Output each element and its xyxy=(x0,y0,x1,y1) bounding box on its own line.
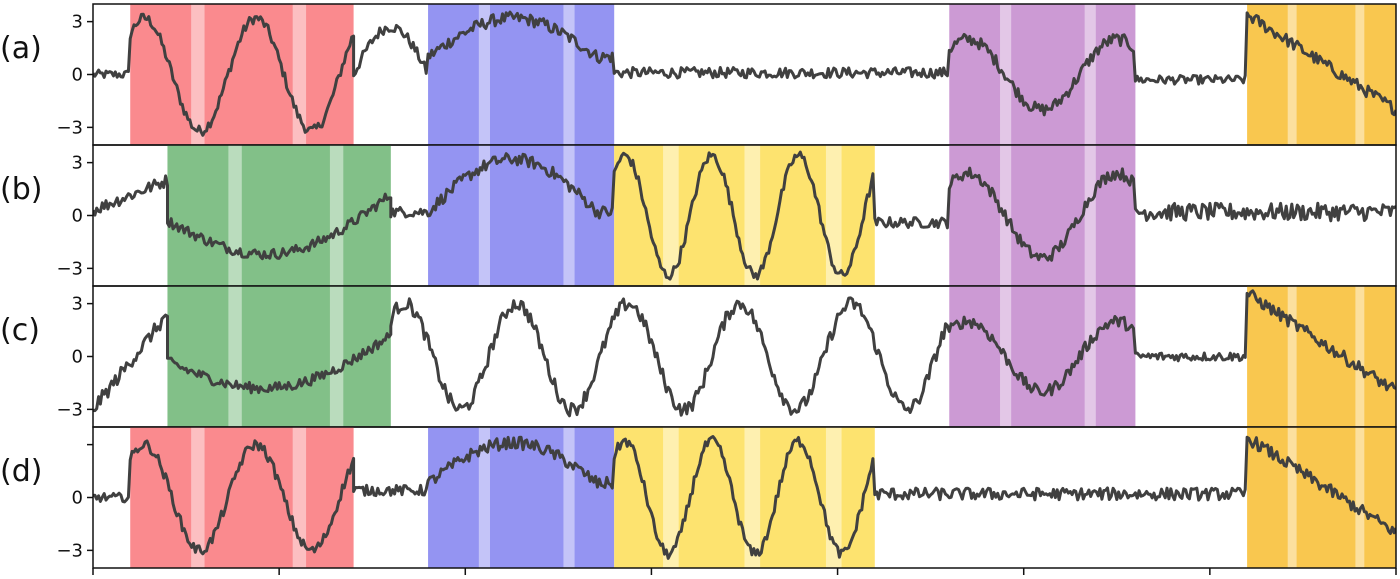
y-tick-label: 3 xyxy=(72,294,83,315)
y-tick-label: 0 xyxy=(72,347,83,368)
highlight-stripe xyxy=(563,4,575,145)
panel-label: (a) xyxy=(0,31,42,66)
highlight-region xyxy=(614,427,875,568)
highlight-stripe xyxy=(478,427,490,568)
y-tick-label: 0 xyxy=(72,65,83,86)
highlight-stripe xyxy=(1355,286,1365,427)
highlight-stripe xyxy=(292,4,307,145)
y-tick-label: −3 xyxy=(56,117,83,138)
highlight-stripe xyxy=(191,4,205,145)
highlight-stripe xyxy=(563,427,575,568)
y-tick-label: 0 xyxy=(72,206,83,227)
highlight-stripe xyxy=(1355,4,1365,145)
series-line xyxy=(93,435,1396,560)
highlight-region xyxy=(167,145,391,286)
highlight-stripe xyxy=(1287,4,1297,145)
highlight-stripe xyxy=(744,427,761,568)
highlight-stripe xyxy=(1084,286,1096,427)
highlight-stripe xyxy=(1084,4,1096,145)
panel-1: 3 0 −3 (b) xyxy=(0,144,1397,287)
y-tick-label: −3 xyxy=(56,540,83,561)
series-line xyxy=(93,10,1396,137)
panel-3: 0 −3 (d) xyxy=(0,426,1397,569)
highlight-stripe xyxy=(228,286,242,427)
series-line xyxy=(93,150,1396,281)
highlight-stripe xyxy=(563,145,575,286)
panel-2: 3 0 −3 (c) xyxy=(0,285,1397,428)
panel-0: 3 0 −3 (a) xyxy=(0,3,1397,146)
highlight-stripe xyxy=(1084,145,1096,286)
chart-panels: 3 0 −3 (a) 3 0 −3 (b) 3 0 −3 (c) 0 −3 (d) xyxy=(0,3,1397,569)
y-tick-label: 0 xyxy=(72,488,83,509)
y-tick-label: −3 xyxy=(56,258,83,279)
highlight-region xyxy=(428,4,615,145)
highlight-region xyxy=(130,4,354,145)
panel-label: (b) xyxy=(0,172,42,207)
highlight-region xyxy=(428,427,615,568)
highlight-region xyxy=(949,286,1136,427)
highlight-region xyxy=(428,145,615,286)
highlight-region xyxy=(1247,4,1396,145)
highlight-stripe xyxy=(663,145,679,286)
highlight-region xyxy=(949,145,1136,286)
y-tick-label: 3 xyxy=(72,12,83,33)
highlight-stripe xyxy=(329,145,344,286)
y-tick-label: −3 xyxy=(56,399,83,420)
highlight-stripe xyxy=(825,427,842,568)
series-line xyxy=(93,289,1396,418)
highlight-stripe xyxy=(1000,4,1012,145)
panel-label: (c) xyxy=(0,313,40,348)
highlight-stripe xyxy=(663,427,679,568)
panel-label: (d) xyxy=(0,454,42,489)
highlight-stripe xyxy=(1287,286,1297,427)
shared-x-axis xyxy=(92,568,1397,575)
highlight-stripe xyxy=(191,427,205,568)
highlight-stripe xyxy=(478,4,490,145)
highlight-stripe xyxy=(228,145,242,286)
highlight-stripe xyxy=(1355,427,1365,568)
highlight-region xyxy=(949,4,1136,145)
highlight-stripe xyxy=(478,145,490,286)
highlight-stripe xyxy=(744,145,761,286)
highlight-stripe xyxy=(1287,427,1297,568)
y-tick-label: 3 xyxy=(72,153,83,174)
highlight-stripe xyxy=(329,286,344,427)
